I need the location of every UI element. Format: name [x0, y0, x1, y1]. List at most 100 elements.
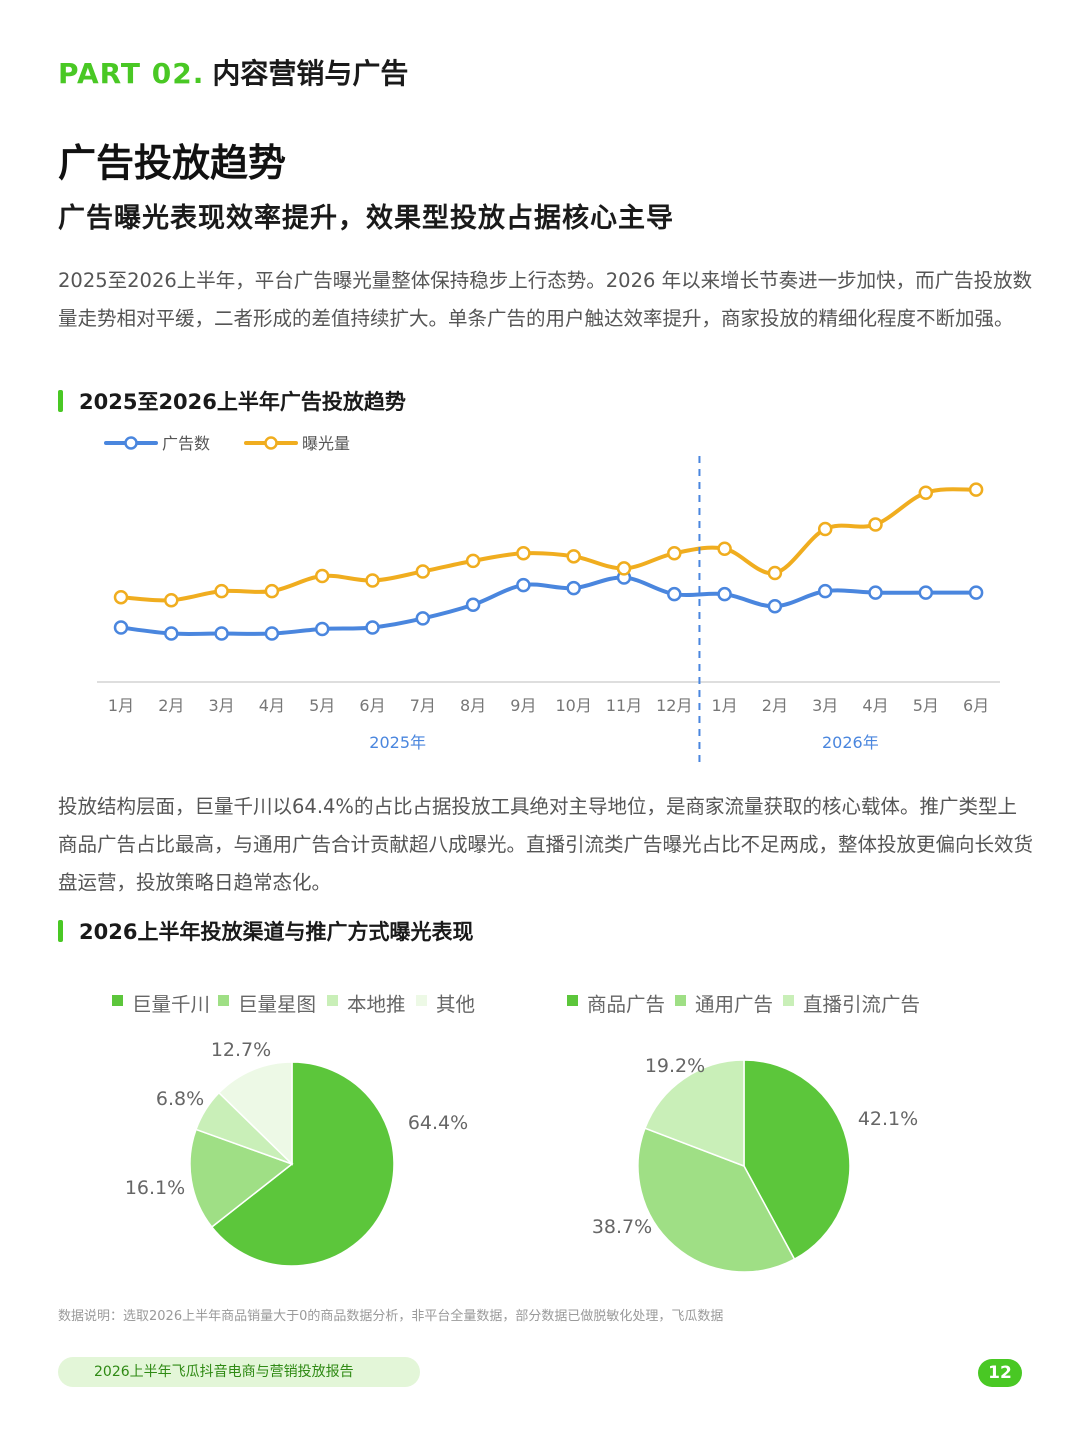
data-point	[365, 620, 380, 635]
x-tick-label: 11月	[606, 696, 642, 715]
legend-label: 曝光量	[302, 434, 350, 453]
legend-label: 其他	[436, 993, 475, 1016]
legend-label: 直播引流广告	[803, 993, 920, 1016]
slice-value-label: 6.8%	[156, 1088, 204, 1110]
x-tick-label: 5月	[309, 696, 335, 715]
page-title: 广告投放趋势	[58, 141, 287, 185]
section-title-channels: 2026上半年投放渠道与推广方式曝光表现	[58, 916, 473, 946]
data-point	[767, 565, 783, 581]
x-tick-label: 10月	[556, 696, 592, 715]
data-point	[868, 585, 883, 600]
data-point	[415, 611, 431, 626]
x-tick-label: 6月	[359, 696, 385, 715]
legend-label: 本地推	[347, 993, 406, 1016]
pie-slice-4	[217, 1061, 293, 1166]
data-point	[113, 620, 129, 635]
data-point	[817, 521, 833, 537]
pie-slice-3	[643, 1059, 745, 1168]
section-accent-bar	[58, 390, 63, 412]
slice-value-label: 38.7%	[592, 1216, 652, 1238]
series-line-ad-count	[119, 575, 979, 636]
data-point	[314, 621, 330, 637]
legend-swatch	[675, 995, 686, 1006]
x-tick-label: 4月	[259, 696, 285, 715]
x-tick-label: 3月	[209, 696, 235, 715]
data-point	[817, 583, 833, 599]
data-point	[968, 585, 984, 600]
part-number: PART 02.	[58, 57, 205, 90]
data-point	[113, 589, 129, 605]
data-point	[516, 546, 531, 561]
report-name-badge: 2026上半年飞瓜抖音电商与营销投放报告	[58, 1357, 420, 1387]
pie-slice-2	[637, 1127, 796, 1273]
slice-value-label: 16.1%	[125, 1177, 185, 1199]
section-accent-bar	[58, 920, 63, 942]
data-point	[164, 626, 179, 641]
pie-slice-1	[743, 1059, 851, 1261]
legend-label: 商品广告	[587, 993, 665, 1016]
footnote: 数据说明：选取2026上半年商品销量大于0的商品数据分析，非平台全量数据，部分数…	[58, 1309, 724, 1324]
data-point	[264, 583, 280, 599]
data-point	[415, 564, 431, 579]
data-point	[214, 626, 229, 641]
x-tick-label: 2月	[158, 696, 184, 715]
legend-swatch-marker	[264, 436, 278, 450]
data-point	[717, 541, 732, 556]
legend-label: 广告数	[162, 434, 210, 453]
section-title-channels-text: 2026上半年投放渠道与推广方式曝光表现	[79, 920, 474, 944]
x-tick-label: 7月	[410, 696, 436, 715]
data-point	[667, 546, 682, 561]
slice-value-label: 12.7%	[211, 1039, 271, 1061]
x-tick-label: 9月	[510, 696, 536, 715]
legend-label: 通用广告	[695, 993, 773, 1016]
section-title-trend-text: 2025至2026上半年广告投放趋势	[79, 390, 406, 414]
page-subtitle: 广告曝光表现效率提升，效果型投放占据核心主导	[58, 203, 674, 234]
slice-value-label: 64.4%	[408, 1112, 468, 1134]
x-tick-label: 1月	[108, 696, 134, 715]
data-point	[616, 561, 632, 576]
series-line-exposure	[119, 487, 979, 603]
x-tick-label: 3月	[812, 696, 838, 715]
part-title: 内容营销与广告	[212, 57, 409, 90]
legend-swatch	[327, 995, 338, 1006]
x-tick-label: 12月	[656, 696, 692, 715]
year-label: 2026年	[822, 733, 879, 752]
data-point	[314, 568, 330, 584]
structure-paragraph: 投放结构层面，巨量千川以64.4%的占比占据投放工具绝对主导地位，是商家流量获取…	[58, 795, 1034, 894]
legend-label: 巨量千川	[132, 993, 210, 1016]
x-tick-label: 2月	[762, 696, 788, 715]
slice-value-label: 42.1%	[858, 1108, 918, 1130]
data-point	[465, 553, 481, 569]
slice-value-label: 19.2%	[645, 1055, 705, 1077]
data-point	[918, 485, 934, 500]
intro-paragraph: 2025至2026上半年，平台广告曝光量整体保持稳步上行态势。2026 年以来增…	[58, 269, 1033, 330]
data-point	[868, 517, 883, 532]
page-number-badge: 12	[978, 1359, 1022, 1387]
data-point	[566, 549, 581, 564]
legend-swatch	[783, 995, 794, 1006]
pie-slice-1	[210, 1061, 395, 1267]
year-label: 2025年	[369, 733, 426, 752]
data-point	[365, 573, 380, 588]
data-point	[516, 577, 531, 593]
data-point	[918, 585, 934, 600]
section-title-trend: 2025至2026上半年广告投放趋势	[58, 386, 406, 416]
data-point	[667, 586, 682, 602]
legend-swatch	[112, 995, 123, 1006]
x-tick-label: 4月	[862, 696, 888, 715]
legend-swatch-marker	[124, 436, 138, 450]
data-point	[164, 592, 179, 608]
part-heading: PART 02. 内容营销与广告	[58, 52, 408, 92]
legend-swatch	[416, 995, 427, 1006]
x-tick-label: 1月	[712, 696, 738, 715]
legend-swatch	[218, 995, 229, 1006]
legend-swatch	[567, 995, 578, 1006]
x-tick-label: 6月	[963, 696, 989, 715]
x-tick-label: 5月	[913, 696, 939, 715]
data-point	[264, 626, 280, 641]
data-point	[968, 482, 984, 497]
data-point	[214, 583, 229, 599]
legend-label: 巨量星图	[238, 993, 316, 1016]
pie-slice-2	[189, 1128, 294, 1229]
